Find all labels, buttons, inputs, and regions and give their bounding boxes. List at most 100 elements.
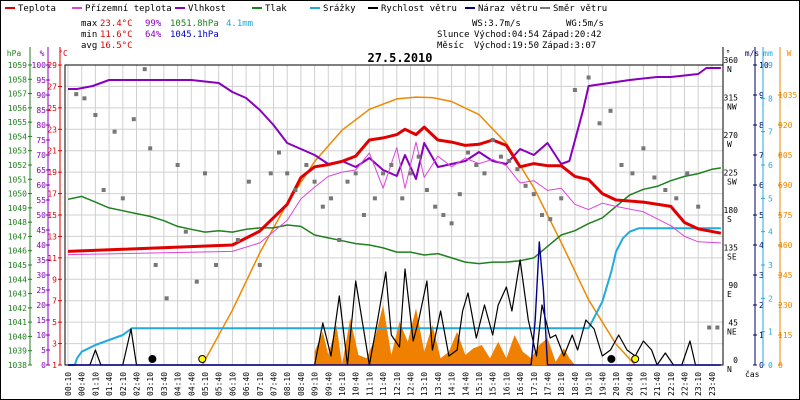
rain_mm-tick-label-7: 7 [768,128,773,137]
wind-dir-point-52 [548,217,553,222]
x-tick-label-13: 06:40 [242,372,251,396]
humidity_pct-tick-label-4: 20 [36,301,46,310]
legend: Teplota Přízemní teplota Vlhkost Tlak Srážky… [5,4,607,14]
humidity_pct-tick-label-10: 50 [36,211,46,220]
legend-swatch-6 [465,7,475,9]
wind_speed_ms-tick-label-5: 5 [759,211,764,220]
wind-dir-point-53 [559,196,564,201]
wind-dir-tick-deg-2: 90 [728,281,738,290]
wind-dir-point-13 [194,279,199,284]
x-tick-label-19: 09:40 [324,372,333,396]
humidity_pct-tick-label-17: 85 [36,106,46,115]
x-tick-label-47: 23:40 [708,372,717,396]
x-tick-label-2: 01:10 [91,372,100,396]
wind-dir-point-8 [148,146,153,151]
wind-dir-point-32 [381,171,386,176]
wind-dir-point-46 [498,154,503,159]
legend-label-1: Přízemní teplota [85,4,172,14]
legend-label-2: Vlhkost [188,4,226,14]
x-tick-label-5: 02:40 [133,372,142,396]
temperature_c-tick-label-11: 23 [47,125,57,134]
wind-dir-point-61 [652,175,657,180]
wind-dir-tick-deg-4: 180 [724,206,739,215]
x-tick-label-39: 19:40 [598,372,607,396]
wind-dir-point-31 [372,196,377,201]
temperature_c-tick-label-2: 5 [52,318,57,327]
wind-dir-point-25 [320,204,325,209]
wind_speed_ms-axis-unit: m/s [745,49,760,58]
series-line-3 [67,141,721,256]
wind-dir-point-19 [268,171,273,176]
x-tick-label-26: 13:10 [420,372,429,396]
wind-dir-point-3 [101,188,106,192]
wind-dir-point-39 [441,213,446,217]
pressure_hpa-axis-unit: hPa [7,49,22,58]
temperature_c-tick-label-12: 25 [47,104,57,113]
wind-dir-tick-lbl-6: W [727,140,732,149]
solar-line [201,96,636,366]
wind-dir-point-67 [715,325,720,330]
wind-dir-tick-lbl-3: SE [727,253,737,262]
wind-dir-tick-deg-0: 0 [733,356,738,365]
wind-dir-point-37 [424,188,429,192]
x-tick-label-31: 15:40 [489,372,498,396]
x-tick-label-6: 03:10 [146,372,155,396]
wind-dir-point-10 [164,296,169,301]
rain_mm-tick-label-4: 4 [768,228,773,237]
solar_w-tick-label-5: 575 [778,211,793,220]
wind-dir-tick-deg-6: 270 [724,131,739,140]
x-tick-label-35: 17:40 [544,372,553,396]
humidity_pct-tick-label-16: 80 [36,121,46,130]
wind-dir-point-45 [490,138,495,142]
rain_mm-axis-unit: mm [763,49,773,58]
wind-dir-point-23 [304,163,309,167]
x-tick-label-45: 22:40 [681,372,690,396]
wind-dir-axis-unit: ° [726,49,731,58]
pressure_hpa-tick-label-2: 1040 [8,332,27,341]
humidity_pct-tick-label-2: 10 [36,331,46,340]
pressure_hpa-tick-label-4: 1042 [8,304,27,313]
rain_mm-tick-label-1: 1 [768,328,773,337]
pressure_hpa-tick-label-16: 1054 [8,132,27,141]
axes: hPa1038103910401041104210431044104510461… [7,47,797,396]
solar_w-tick-label-9: 1035 [778,91,797,100]
x-tick-label-25: 12:40 [407,372,416,396]
temperature_c-tick-label-6: 13 [47,232,57,241]
legend-swatch-4 [310,7,320,9]
gridlines [64,64,724,366]
solar_w-tick-label-7: 805 [778,151,793,160]
moon-set: Západ:3:07 [542,41,596,51]
x-tick-label-40: 20:10 [612,372,621,396]
temperature_c-tick-label-4: 9 [52,275,57,284]
wind-dir-point-24 [312,179,317,184]
wind-dir-point-54 [572,88,577,92]
humidity_pct-tick-label-13: 65 [36,166,46,175]
humidity_pct-tick-label-0: 0 [41,361,46,370]
wind-dir-point-29 [353,171,358,176]
humidity_pct-axis-unit: % [40,49,45,58]
humidity_pct-tick-label-8: 40 [36,241,46,250]
sun-set: Západ:20:42 [542,30,602,40]
wind_speed_ms-tick-label-8: 8 [759,121,764,130]
wind-dir-point-7 [142,67,147,72]
x-tick-label-4: 02:10 [119,372,128,396]
x-tick-label-8: 04:10 [174,372,183,396]
series-line-1 [68,227,721,366]
x-tick-label-34: 17:10 [530,372,539,396]
humidity_pct-tick-label-18: 90 [36,91,46,100]
wind-dir-point-36 [416,154,421,159]
stat-min-hum: 64% [145,30,162,40]
wind-dir-point-0 [74,92,79,97]
x-tick-label-14: 07:10 [256,372,265,396]
x-tick-label-46: 23:10 [694,372,703,396]
x-tick-label-44: 22:10 [667,372,676,396]
wind-direction-series [74,67,720,330]
x-tick-label-24: 12:10 [393,372,402,396]
x-tick-label-27: 13:40 [434,372,443,396]
series-line-5 [68,241,721,366]
wind-dir-tick-lbl-7: NW [727,103,737,112]
rain_mm-tick-label-5: 5 [768,194,773,203]
solar_w-tick-label-6: 690 [778,181,793,190]
legend-label-7: Směr větru [553,4,607,14]
wind-dir-point-66 [707,325,712,330]
